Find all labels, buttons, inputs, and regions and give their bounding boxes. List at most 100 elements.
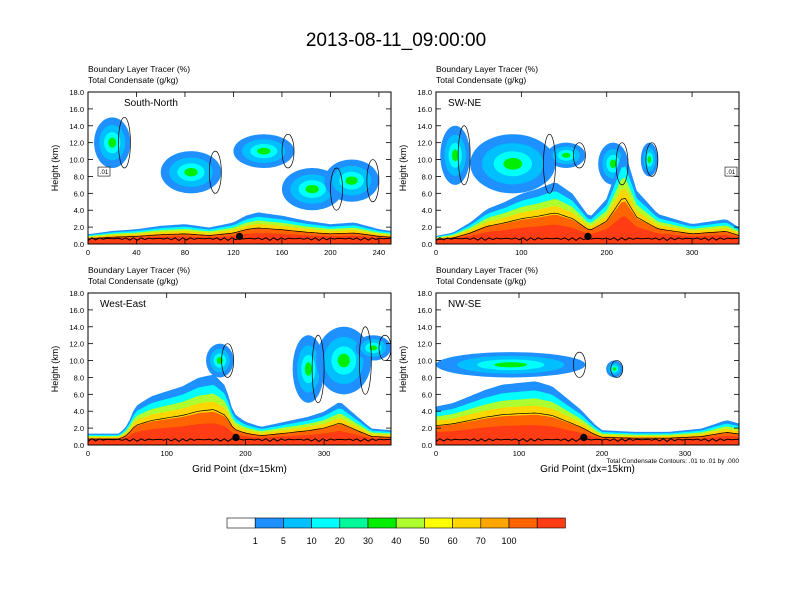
site-marker	[235, 232, 244, 240]
tracer-plume	[494, 362, 528, 368]
x-tick-label: 40	[132, 248, 140, 257]
tracer-plume	[503, 157, 523, 170]
panel-title-line2: Total Condensate (g/kg)	[436, 276, 526, 286]
panel-title-line2: Total Condensate (g/kg)	[88, 276, 178, 286]
condensate-contour	[436, 198, 739, 241]
tracer-plume	[108, 137, 117, 148]
panel-title-line1: Boundary Layer Tracer (%)	[88, 265, 190, 275]
terrain-line	[88, 438, 391, 443]
colorbar-swatch	[480, 517, 510, 529]
contour-label-box	[724, 166, 738, 177]
condensate-contour	[118, 116, 131, 169]
condensate-contour	[358, 326, 372, 395]
x-tick-label: 100	[160, 449, 173, 458]
x-tick-label: 300	[686, 248, 699, 257]
tracer-plume	[609, 159, 617, 168]
colorbar-label: 20	[335, 536, 345, 546]
y-tick-label: 12.0	[69, 139, 84, 148]
colorbar-swatch	[424, 517, 453, 529]
plot-area	[88, 116, 391, 244]
plot-frame	[435, 91, 740, 245]
panel-title-line1: Boundary Layer Tracer (%)	[436, 64, 538, 74]
plot-frame	[87, 292, 392, 446]
y-tick-label: 16.0	[417, 105, 432, 114]
y-tick-label: 16.0	[69, 105, 84, 114]
x-tick-label: 0	[434, 449, 438, 458]
panel-south-north: .01 0.0 2.0 4.0 6.0 8.0 10.0 12.0 14.0 16.0 18.0 0 4…	[50, 64, 392, 257]
tracer-plume	[305, 184, 319, 194]
condensate-contour	[366, 159, 380, 203]
tracer-plume	[337, 353, 350, 368]
colorbar-swatch	[536, 517, 566, 529]
y-tick-label: 10.0	[417, 156, 432, 165]
condensate-contour	[281, 133, 295, 169]
x-tick-label: 0	[86, 449, 90, 458]
colorbar-swatch	[452, 517, 482, 529]
y-tick-label: 4.0	[74, 407, 84, 416]
tracer-plume	[257, 147, 271, 155]
site-marker	[580, 433, 588, 441]
y-tick-label: 18.0	[417, 88, 432, 97]
x-tick-label: 300	[679, 449, 692, 458]
condensate-contour	[543, 133, 556, 194]
x-tick-label: 300	[318, 449, 331, 458]
tracer-plume	[345, 176, 358, 185]
colorbar-label: 10	[307, 536, 317, 546]
colorbar-label: 60	[448, 536, 458, 546]
x-tick-label: 240	[373, 248, 386, 257]
y-tick-label: 2.0	[422, 223, 432, 232]
condensate-contour	[457, 125, 471, 186]
y-tick-label: 2.0	[74, 223, 84, 232]
condensate-contour	[311, 334, 325, 404]
colorbar-swatch	[311, 517, 341, 529]
y-axis-label: Height (km)	[50, 346, 60, 393]
x-tick-label: 100	[515, 248, 528, 257]
y-tick-label: 2.0	[422, 424, 432, 433]
contour-footnote: Total Condensate Contours: .01 to .01 by…	[606, 458, 739, 465]
y-tick-label: 10.0	[69, 357, 84, 366]
condensate-contour	[221, 343, 234, 378]
condensate-contour	[208, 150, 222, 194]
y-axis-label: Height (km)	[50, 145, 60, 192]
y-tick-label: 14.0	[417, 122, 432, 131]
colorbar-label: 100	[501, 536, 516, 546]
x-tick-label: 200	[324, 248, 337, 257]
panel-label: SW-NE	[448, 98, 481, 109]
condensate-contour	[88, 227, 391, 240]
terrain-line	[436, 438, 739, 443]
contour-label-box	[97, 166, 111, 177]
plot-area	[88, 326, 391, 445]
y-tick-label: 6.0	[422, 189, 432, 198]
panel-sw-ne: .01 0.0 2.0 4.0 6.0 8.0 10.0 12.0 14.0 16.0 18.0 0 1…	[398, 64, 740, 257]
condensate-contour	[378, 334, 391, 361]
condensate-contour	[88, 409, 391, 440]
y-tick-label: 8.0	[422, 373, 432, 382]
y-tick-label: 12.0	[417, 340, 432, 349]
condensate-contour	[615, 142, 629, 186]
condensate-contour	[436, 412, 739, 439]
y-tick-label: 18.0	[69, 289, 84, 298]
y-tick-label: 18.0	[417, 289, 432, 298]
colorbar-label: 50	[419, 536, 429, 546]
contour-label: .01	[100, 170, 109, 176]
colorbar-swatch	[226, 517, 256, 529]
colorbar-swatch	[367, 517, 397, 529]
x-tick-label: 100	[513, 449, 526, 458]
y-tick-label: 8.0	[74, 172, 84, 181]
plot-frame	[87, 91, 392, 245]
colorbar-swatch	[508, 517, 538, 529]
y-tick-label: 0.0	[422, 240, 432, 249]
x-tick-label: 200	[239, 449, 252, 458]
x-tick-label: 0	[86, 248, 90, 257]
y-tick-label: 0.0	[74, 240, 84, 249]
plot-area	[436, 125, 739, 244]
tracer-plume	[184, 168, 198, 177]
contour-label: .01	[727, 170, 736, 176]
panel-title-line1: Boundary Layer Tracer (%)	[436, 265, 538, 275]
tracer-plume	[612, 367, 617, 371]
y-tick-label: 18.0	[69, 88, 84, 97]
y-tick-label: 10.0	[69, 156, 84, 165]
x-axis-label: Grid Point (dx=15km)	[540, 464, 635, 475]
y-tick-label: 8.0	[74, 373, 84, 382]
tracer-plume	[369, 345, 378, 351]
